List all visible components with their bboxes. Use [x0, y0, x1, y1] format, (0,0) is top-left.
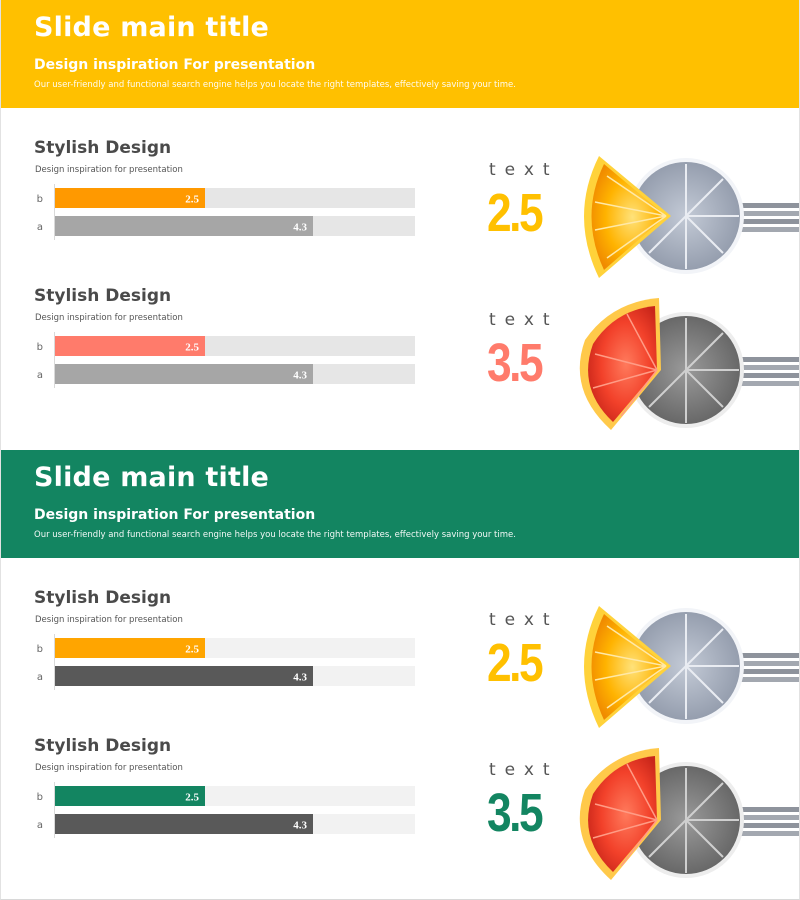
category-label: b: [37, 342, 43, 353]
chart-subtitle: Design inspiration for presentation: [35, 313, 183, 323]
stat-callout: text 2.5: [485, 610, 575, 720]
chart-subtitle: Design inspiration for presentation: [35, 165, 183, 175]
stat-value: 2.5: [487, 183, 544, 243]
data-label: 4.3: [293, 222, 307, 234]
bar-chart-plot: b 2.5 a 4.3: [37, 332, 415, 388]
bar-b: [55, 638, 205, 658]
category-label: b: [37, 194, 43, 205]
chart-title: Stylish Design: [34, 286, 172, 306]
bar-chart-plot: b 2.5 a 4.3: [37, 782, 415, 838]
slide-description: Our user-friendly and functional search …: [34, 80, 516, 90]
stat-label: text: [489, 760, 559, 780]
bar-chart-plot: b 2.5 a 4.3: [37, 184, 415, 240]
orange-slice-fork-image: [571, 586, 800, 736]
bar-a: [55, 364, 313, 384]
bar-chart-1: Stylish Design Design inspiration for pr…: [1, 138, 451, 268]
slide-2: Slide main title Design inspiration For …: [0, 450, 800, 900]
stat-label: text: [489, 310, 559, 330]
stat-value: 3.5: [487, 783, 544, 843]
stat-value: 3.5: [487, 333, 544, 393]
slide-main-title: Slide main title: [34, 12, 270, 43]
bar-chart-2: Stylish Design Design inspiration for pr…: [1, 286, 451, 416]
chart-subtitle: Design inspiration for presentation: [35, 763, 183, 773]
data-label: 2.5: [185, 644, 199, 656]
slide-header: Slide main title Design inspiration For …: [1, 0, 799, 108]
stat-label: text: [489, 610, 559, 630]
data-label: 4.3: [293, 820, 307, 832]
bar-a: [55, 814, 313, 834]
bar-a: [55, 666, 313, 686]
data-label: 4.3: [293, 370, 307, 382]
category-label: b: [37, 792, 43, 803]
category-label: a: [37, 370, 43, 381]
category-label: b: [37, 644, 43, 655]
slide-main-title: Slide main title: [34, 462, 270, 493]
grapefruit-slice-fork-image: [571, 290, 800, 440]
bar-b: [55, 188, 205, 208]
slide-subtitle: Design inspiration For presentation: [34, 507, 316, 523]
stat-callout: text 3.5: [485, 760, 575, 870]
bar-a: [55, 216, 313, 236]
category-label: a: [37, 672, 43, 683]
stat-callout: text 3.5: [485, 310, 575, 420]
chart-title: Stylish Design: [34, 736, 172, 756]
category-label: a: [37, 820, 43, 831]
chart-subtitle: Design inspiration for presentation: [35, 615, 183, 625]
orange-slice-fork-image: [571, 136, 800, 286]
data-label: 4.3: [293, 672, 307, 684]
bar-b: [55, 336, 205, 356]
slide-header: Slide main title Design inspiration For …: [1, 450, 799, 558]
slide-description: Our user-friendly and functional search …: [34, 530, 516, 540]
chart-title: Stylish Design: [34, 588, 172, 608]
stat-value: 2.5: [487, 633, 544, 693]
slide-1: Slide main title Design inspiration For …: [0, 0, 800, 450]
bar-chart-plot: b 2.5 a 4.3: [37, 634, 415, 690]
grapefruit-slice-fork-image: [571, 740, 800, 890]
chart-title: Stylish Design: [34, 138, 172, 158]
data-label: 2.5: [185, 194, 199, 206]
bar-chart-4: Stylish Design Design inspiration for pr…: [1, 736, 451, 866]
category-label: a: [37, 222, 43, 233]
data-label: 2.5: [185, 342, 199, 354]
bar-b: [55, 786, 205, 806]
bar-chart-3: Stylish Design Design inspiration for pr…: [1, 588, 451, 718]
stat-callout: text 2.5: [485, 160, 575, 270]
stat-label: text: [489, 160, 559, 180]
data-label: 2.5: [185, 792, 199, 804]
slide-subtitle: Design inspiration For presentation: [34, 57, 316, 73]
